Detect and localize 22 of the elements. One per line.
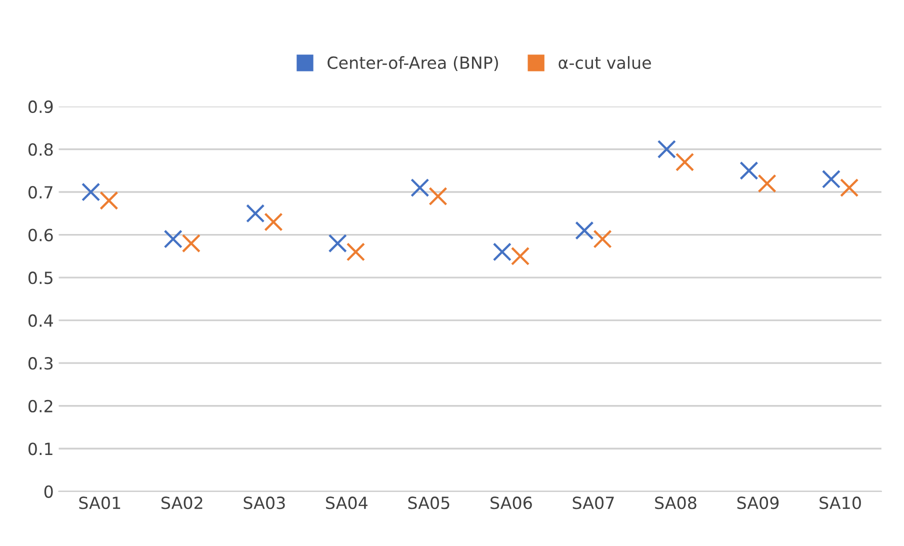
x-tick-label: SA04 — [326, 496, 368, 510]
legend-label: α-cut value — [558, 56, 651, 69]
y-tick-label: 0.1 — [28, 442, 52, 456]
x-tick-label: SA01 — [79, 496, 120, 510]
y-tick-label: 0.3 — [28, 357, 53, 370]
x-tick-label: SA02 — [162, 496, 202, 510]
y-tick-label: 0.9 — [28, 100, 53, 114]
y-tick-label: 0.5 — [28, 272, 52, 284]
legend-label: Center-of-Area (BNP) — [328, 56, 498, 71]
x-tick-label: SA07 — [572, 496, 614, 510]
x-tick-label: SA05 — [408, 496, 450, 510]
x-tick-label: SA03 — [244, 496, 285, 510]
y-tick-label: 0.2 — [28, 400, 52, 412]
x-tick-label: SA08 — [655, 496, 696, 510]
x-tick-label: SA10 — [820, 496, 861, 510]
y-tick-label: 0.7 — [28, 186, 52, 199]
x-tick-label: SA09 — [737, 496, 779, 510]
x-tick-label: SA06 — [490, 496, 532, 510]
y-tick-label: 0 — [44, 485, 53, 498]
y-tick-label: 0.8 — [28, 143, 53, 156]
y-tick-label: 0.6 — [28, 228, 53, 242]
y-tick-label: 0.4 — [28, 314, 53, 327]
